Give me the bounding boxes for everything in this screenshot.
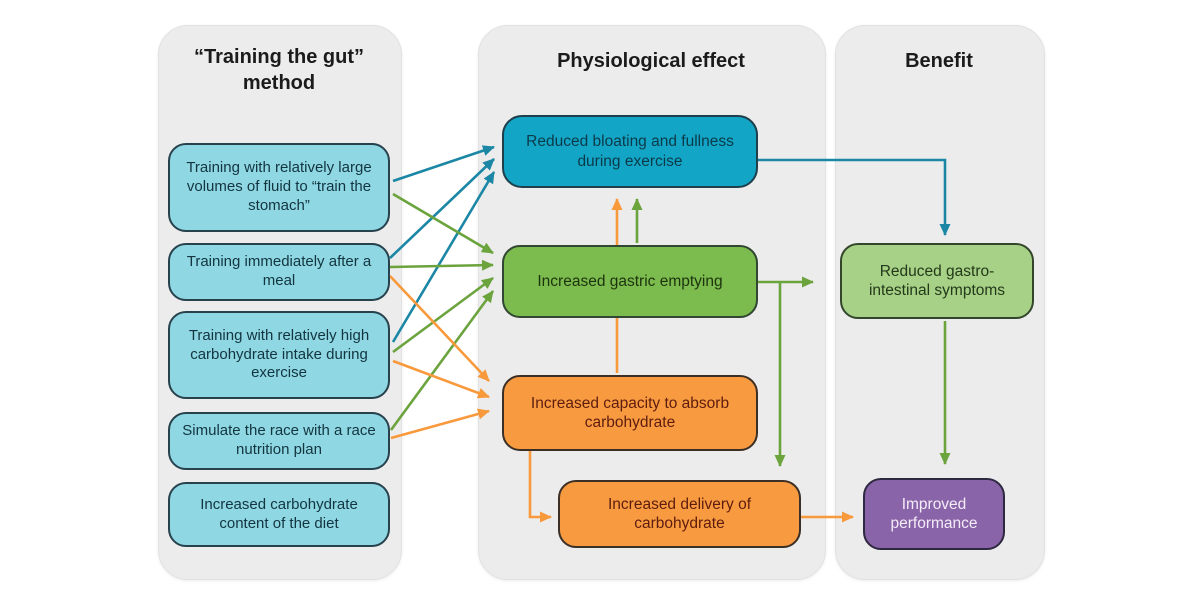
node-carb-delivery: Increased delivery of carbohydrate <box>558 480 801 548</box>
node-absorb-capacity: Increased capacity to absorb carbohydrat… <box>502 375 758 451</box>
arrow-fluid-to-gastric <box>392 192 494 255</box>
node-fluid-volume-training: Training with relatively large volumes o… <box>168 143 390 232</box>
node-improved-performance: Improved performance <box>863 478 1005 550</box>
node-diet-carb-increase: Increased carbohydrate content of the di… <box>168 482 390 547</box>
arrow-carb-to-gastric <box>392 276 494 354</box>
node-gastric-emptying: Increased gastric emptying <box>502 245 758 318</box>
arrow-absorb-to-delivery <box>528 451 552 523</box>
effect-column-title: Physiological effect <box>557 50 745 72</box>
node-race-simulation: Simulate the race with a race nutrition … <box>168 412 390 470</box>
arrow-meal-to-bloating <box>389 158 495 259</box>
arrow-bloating-to-gi-symptoms <box>757 158 951 236</box>
node-high-carb-training: Training with relatively high carbohydra… <box>168 311 390 399</box>
node-post-meal-training: Training immediately after a meal <box>168 243 390 301</box>
arrow-carb-to-bloating <box>391 171 496 343</box>
node-reduced-bloating: Reduced bloating and fullness during exe… <box>502 115 758 188</box>
arrow-fluid-to-bloating <box>392 145 495 183</box>
node-reduced-gi-symptoms: Reduced gastro-intestinal symptoms <box>840 243 1034 319</box>
arrow-race-to-gastric <box>389 290 495 431</box>
method-column-title: “Training the gut” method <box>194 46 364 94</box>
arrow-meal-to-gastric <box>389 259 494 271</box>
arrow-meal-to-absorb <box>389 275 490 382</box>
arrow-carb-to-absorb <box>392 359 490 399</box>
arrow-race-to-absorb <box>390 408 490 440</box>
benefit-column-title: Benefit <box>905 50 973 72</box>
